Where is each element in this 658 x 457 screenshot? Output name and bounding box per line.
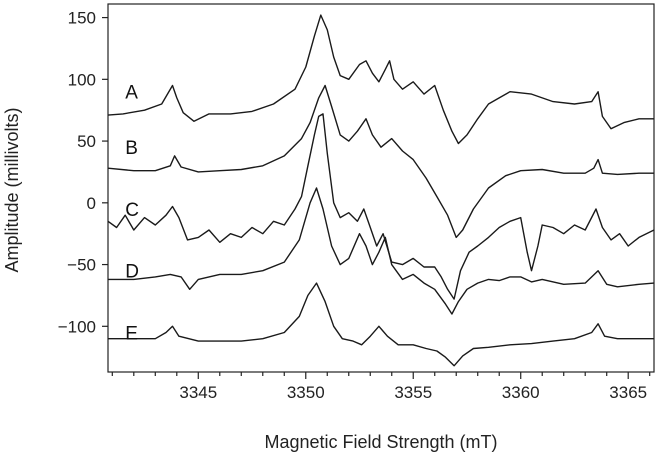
y-tick-label: 150: [68, 9, 96, 28]
x-tick-label: 3345: [179, 383, 217, 402]
x-tick-label: 3365: [609, 383, 647, 402]
plot-frame: [107, 3, 655, 373]
x-axis-title: Magnetic Field Strength (mT): [264, 432, 497, 452]
y-axis-ticks: 150 100 50 0 −50 −100: [58, 9, 108, 336]
y-tick-label: 100: [68, 70, 96, 89]
y-tick-label: −100: [58, 317, 96, 336]
series-c-line: [107, 113, 655, 300]
y-tick-label: 50: [77, 132, 96, 151]
series-b-line: [107, 84, 654, 239]
series-label-e: E: [125, 323, 138, 344]
y-tick-label: 0: [87, 194, 96, 213]
series-label-b: B: [125, 138, 138, 159]
series-e-line: [108, 282, 654, 367]
series-label-a: A: [125, 83, 138, 104]
series-label-c: C: [125, 200, 139, 221]
series-d-line: [108, 187, 655, 315]
series-layer: A B C D E: [107, 14, 655, 367]
series-label-d: D: [125, 262, 139, 283]
x-tick-label: 3350: [287, 383, 325, 402]
x-axis-ticks: 3345 3350 3355 3360 3365: [111, 372, 651, 402]
x-tick-label: 3355: [394, 383, 432, 402]
x-tick-label: 3360: [502, 383, 540, 402]
y-tick-label: −50: [67, 256, 96, 275]
series-a-line: [107, 14, 654, 145]
y-axis-title: Amplitude (millivolts): [2, 107, 22, 272]
